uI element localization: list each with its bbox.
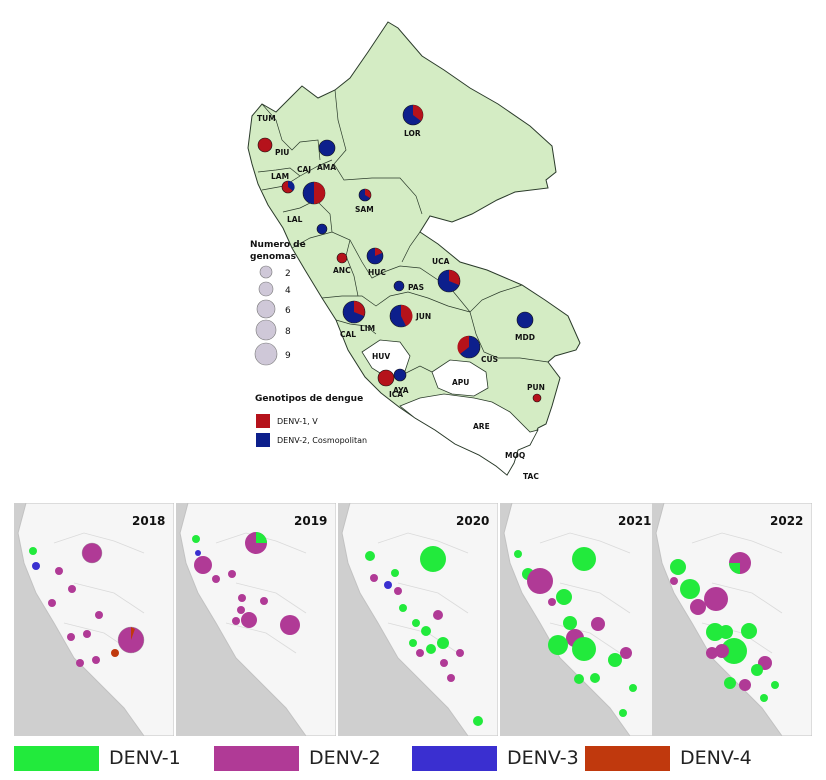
pie-pas <box>393 280 405 292</box>
pie-jun <box>389 304 413 328</box>
year-label: 2022 <box>770 514 803 528</box>
peru-genotype-map: TUM PIU CAJ AMA LAM LAL SAM LOR ANC HUC … <box>247 21 581 481</box>
pie-ama <box>318 139 336 157</box>
region-label: LOR <box>404 129 421 138</box>
genotype-swatch-denv2 <box>256 433 270 447</box>
region-label: HUC <box>368 268 386 277</box>
year-panel-2022: 2022 <box>652 503 812 736</box>
genotype-pies <box>257 104 542 403</box>
region-label: LAM <box>271 172 289 181</box>
region-label: PUN <box>527 383 545 392</box>
region-label: HUV <box>372 352 390 361</box>
region-label: AMA <box>317 163 336 172</box>
genome-legend-title-1: Numero de <box>250 240 306 250</box>
legend-size-circle <box>256 299 276 319</box>
legend-swatch-denv1 <box>14 746 99 771</box>
legend-label-denv1: DENV-1 <box>109 747 181 769</box>
region-label: ANC <box>333 266 351 275</box>
legend-size-circle <box>255 319 277 341</box>
region-label: SAM <box>355 205 374 214</box>
region-label: CUS <box>481 355 498 364</box>
serotype-pies-2019 <box>192 532 300 635</box>
year-label: 2021 <box>618 514 651 528</box>
legend-swatch-denv3 <box>412 746 497 771</box>
legend-swatch-denv2 <box>214 746 299 771</box>
legend-size-label: 2 <box>285 269 291 279</box>
region-label: TUM <box>257 114 276 123</box>
region-label: PAS <box>408 283 424 292</box>
pie-pun <box>532 393 542 403</box>
genome-size-legend: Numero de genomas 2 4 6 8 9 <box>250 240 306 366</box>
legend-label-denv2: DENV-2 <box>309 747 381 769</box>
region-label: LAL <box>287 215 303 224</box>
region-apu-blank <box>431 359 489 397</box>
year-label: 2018 <box>132 514 165 528</box>
year-label: 2020 <box>456 514 489 528</box>
pie-caj <box>302 181 326 205</box>
region-huv-blank <box>361 339 411 379</box>
year-panel-2021: 2021 <box>500 503 660 736</box>
region-label: CAL <box>340 330 356 339</box>
region-label: TAC <box>523 472 539 481</box>
pie-lim <box>342 300 366 324</box>
genotype-legend-title: Genotipos de dengue <box>255 394 363 404</box>
region-label: MOQ <box>505 451 525 460</box>
region-label: ARE <box>473 422 490 431</box>
year-panel-2019: 2019 <box>176 503 336 736</box>
pie-lam <box>281 180 295 194</box>
serotype-legend: DENV-1 DENV-2 DENV-3 DENV-4 <box>0 740 826 780</box>
pie-mdd <box>516 311 534 329</box>
region-label: PIU <box>275 148 289 157</box>
region-label: ICA <box>389 390 403 399</box>
department-borders <box>257 89 549 375</box>
serotype-pies-2022 <box>670 552 779 702</box>
legend-label-denv3: DENV-3 <box>507 747 579 769</box>
pie-ica <box>377 369 395 387</box>
region-label: MDD <box>515 333 535 342</box>
pie-sam <box>358 188 372 202</box>
region-label: LIM <box>360 324 375 333</box>
pie-lor <box>402 104 424 126</box>
pie-lal <box>316 223 328 235</box>
peru-land <box>247 21 581 476</box>
legend-size-circle <box>259 265 273 279</box>
serotype-pies-2020 <box>365 546 483 726</box>
region-label: CAJ <box>297 165 311 174</box>
genotype-label-denv1: DENV-1, V <box>277 417 318 426</box>
pie-huc <box>366 247 384 265</box>
legend-swatch-denv4 <box>585 746 670 771</box>
genome-legend-title-2: genomas <box>250 252 296 262</box>
serotype-pies-2021 <box>514 547 637 717</box>
serotype-pies-2018 <box>29 542 145 667</box>
year-panel-2018: 2018 <box>14 503 174 736</box>
region-label: APU <box>452 378 469 387</box>
legend-size-label: 8 <box>285 327 291 337</box>
legend-label-denv4: DENV-4 <box>680 747 752 769</box>
pie-piu <box>257 137 273 153</box>
legend-size-circle <box>258 281 274 297</box>
year-panel-2020: 2020 <box>338 503 498 736</box>
legend-size-label: 4 <box>285 286 291 296</box>
pie-uca <box>437 269 461 293</box>
pie-cus <box>457 335 481 359</box>
legend-size-label: 9 <box>285 351 291 361</box>
year-label: 2019 <box>294 514 327 528</box>
region-labels: TUM PIU CAJ AMA LAM LAL SAM LOR ANC HUC … <box>257 114 545 481</box>
pie-anc <box>336 252 348 264</box>
legend-size-circle <box>254 342 278 366</box>
genotype-label-denv2: DENV-2, Cosmopolitan <box>277 436 367 445</box>
region-label: JUN <box>415 312 431 321</box>
genotype-swatch-denv1 <box>256 414 270 428</box>
pie-aya <box>393 368 407 382</box>
legend-size-label: 6 <box>285 306 291 316</box>
region-south-blank <box>399 393 539 476</box>
region-label: AYA <box>393 386 409 395</box>
genotype-legend: Genotipos de dengue DENV-1, V DENV-2, Co… <box>255 394 367 447</box>
region-label: UCA <box>432 257 450 266</box>
